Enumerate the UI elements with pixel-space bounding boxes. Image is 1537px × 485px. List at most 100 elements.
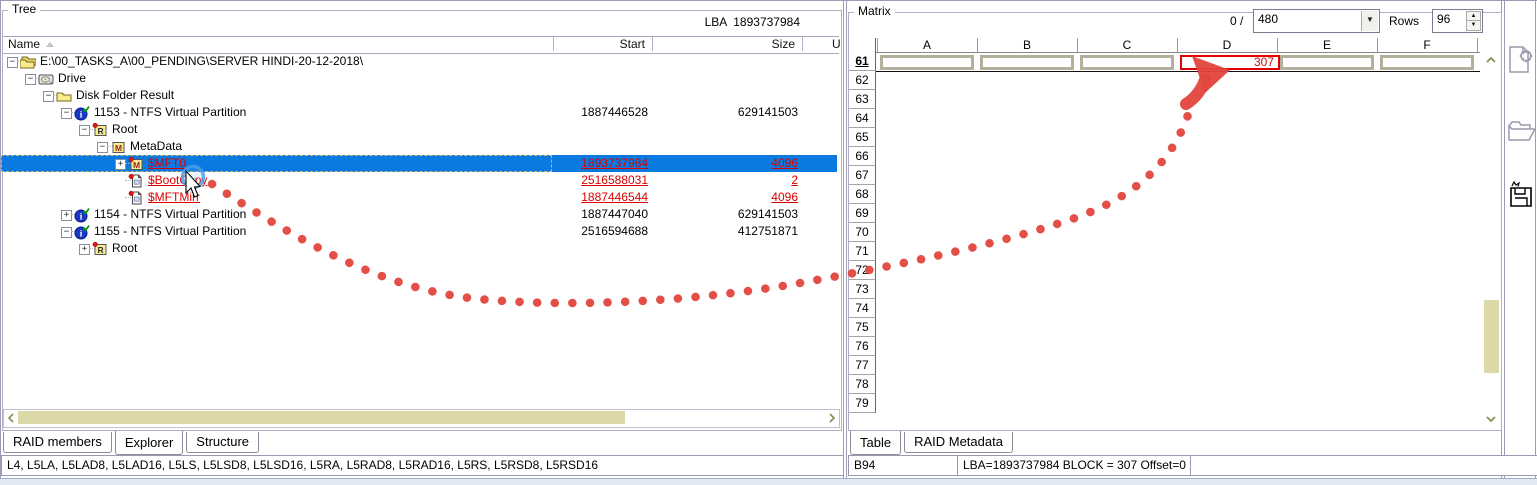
column-start-label[interactable]: Start <box>619 37 645 51</box>
root-folder-icon: R <box>92 241 108 257</box>
tree-item-label[interactable]: Root <box>112 122 138 136</box>
tree-group-label: Tree <box>8 2 41 16</box>
matrix-column-header[interactable]: A <box>922 38 931 52</box>
tree-item-label[interactable]: 1155 - NTFS Virtual Partition <box>94 224 247 238</box>
matrix-row-header[interactable]: 61 <box>849 52 876 71</box>
tree-item-label[interactable]: MetaData <box>130 139 183 153</box>
dropdown-arrow-icon[interactable]: ▼ <box>1361 11 1378 31</box>
expand-icon[interactable]: + <box>115 159 126 170</box>
column-separator[interactable] <box>652 37 653 51</box>
tab-raid-members[interactable]: RAID members <box>3 432 112 453</box>
matrix-column-header[interactable]: C <box>1122 38 1132 52</box>
column-separator[interactable] <box>802 37 803 51</box>
column-size-label[interactable]: Size <box>771 37 795 51</box>
matrix-group-label: Matrix <box>854 4 895 18</box>
tree-item-start: 1887446528 <box>581 105 648 119</box>
svg-text:M: M <box>115 143 122 153</box>
matrix-row-header[interactable]: 71 <box>849 242 876 261</box>
matrix-row-header[interactable]: 77 <box>849 356 876 375</box>
matrix-v-scroll-thumb[interactable] <box>1484 300 1499 373</box>
tree-item-label[interactable]: 1153 - NTFS Virtual Partition <box>94 105 247 119</box>
matrix-row-header[interactable]: 75 <box>849 318 876 337</box>
scroll-up-icon[interactable] <box>1485 54 1497 66</box>
matrix-row-header[interactable]: 74 <box>849 299 876 318</box>
tab-raid-metadata[interactable]: RAID Metadata <box>904 432 1013 453</box>
tree-item-start: 2516594688 <box>581 224 648 238</box>
matrix-column-header[interactable]: F <box>1423 38 1431 52</box>
block-dropdown[interactable]: 480 ▼ <box>1253 9 1380 33</box>
svg-text:R: R <box>98 245 104 255</box>
tree-item-label[interactable]: 1154 - NTFS Virtual Partition <box>94 207 247 221</box>
matrix-cell[interactable] <box>880 55 974 70</box>
tab-table[interactable]: Table <box>850 431 902 455</box>
collapse-icon[interactable]: − <box>61 227 72 238</box>
tree-connector <box>125 180 133 181</box>
matrix-cell[interactable] <box>1280 55 1374 70</box>
scroll-down-icon[interactable] <box>1485 413 1497 425</box>
matrix-row-header[interactable]: 66 <box>849 147 876 166</box>
scroll-left-icon[interactable] <box>5 412 17 424</box>
tree-item-size: 629141503 <box>737 207 798 221</box>
tree-item-label[interactable]: Drive <box>58 71 87 85</box>
tab-structure[interactable]: Structure <box>186 432 260 453</box>
matrix-row-header[interactable]: 62 <box>849 71 876 90</box>
matrix-row-header[interactable]: 70 <box>849 223 876 242</box>
scroll-right-icon[interactable] <box>826 412 838 424</box>
tree-item-label[interactable]: Root <box>112 241 138 255</box>
matrix-row-header[interactable]: 78 <box>849 375 876 394</box>
collapse-icon[interactable]: − <box>7 57 18 68</box>
column-u-label[interactable]: U <box>832 37 841 51</box>
matrix-cell[interactable] <box>980 55 1074 70</box>
tree-item-label[interactable]: Disk Folder Result <box>76 88 175 102</box>
matrix-column-header[interactable]: D <box>1222 38 1232 52</box>
tab-explorer[interactable]: Explorer <box>114 431 184 455</box>
matrix-row-header[interactable]: 65 <box>849 128 876 147</box>
tree-item-size: 412751871 <box>737 224 798 238</box>
matrix-row-header[interactable]: 76 <box>849 337 876 356</box>
matrix-header-separator <box>977 38 978 52</box>
toolbar-divider-2 <box>1504 0 1505 478</box>
collapse-icon[interactable]: − <box>43 91 54 102</box>
block-dropdown-value: 480 <box>1258 12 1279 26</box>
matrix-cell-highlighted[interactable]: 307 <box>1180 55 1280 70</box>
rows-spinner-value: 96 <box>1437 12 1451 26</box>
matrix-header-separator <box>1277 38 1278 52</box>
matrix-row-header[interactable]: 64 <box>849 109 876 128</box>
tree-item-start: 1887446544 <box>581 190 648 204</box>
matrix-row-header[interactable]: 69 <box>849 204 876 223</box>
tree-item-label[interactable]: $MFT0 <box>148 156 187 170</box>
root-folder-icon: R <box>92 122 108 138</box>
matrix-row-header[interactable]: 72 <box>849 261 876 280</box>
spinner-down-icon[interactable]: ▼ <box>1466 20 1481 31</box>
matrix-row-header[interactable]: 67 <box>849 166 876 185</box>
rows-spinner[interactable]: 96 ▲ ▼ <box>1432 9 1483 33</box>
matrix-row-header[interactable]: 68 <box>849 185 876 204</box>
open-folder-icon[interactable] <box>1506 116 1536 148</box>
matrix-header-underline <box>876 52 1480 53</box>
collapse-icon[interactable]: − <box>61 108 72 119</box>
column-name-label[interactable]: Name <box>8 37 41 51</box>
expand-icon[interactable]: + <box>79 244 90 255</box>
matrix-corner-cell <box>849 38 876 53</box>
matrix-column-header[interactable]: B <box>1022 38 1031 52</box>
tree-item-label[interactable]: $MFTMirr <box>148 190 200 204</box>
matrix-row-header[interactable]: 79 <box>849 394 876 413</box>
tree-h-scroll-thumb[interactable] <box>18 411 625 424</box>
matrix-column-header[interactable]: E <box>1322 38 1331 52</box>
collapse-icon[interactable]: − <box>97 142 108 153</box>
window-right-border <box>1535 0 1536 478</box>
matrix-cell[interactable] <box>1380 55 1474 70</box>
window-bottom-strip <box>0 478 1537 485</box>
matrix-header-separator <box>1477 38 1478 52</box>
column-separator[interactable] <box>553 37 554 51</box>
tree-item-label[interactable]: E:\00_TASKS_A\00_PENDING\SERVER HINDI-20… <box>40 54 364 68</box>
matrix-row-header[interactable]: 63 <box>849 90 876 109</box>
save-floppy-icon[interactable] <box>1506 180 1536 212</box>
new-matrix-doc-icon[interactable] <box>1506 44 1536 76</box>
tree-item-label[interactable]: $BootCopy <box>148 173 208 187</box>
matrix-row-header[interactable]: 73 <box>849 280 876 299</box>
collapse-icon[interactable]: − <box>25 74 36 85</box>
collapse-icon[interactable]: − <box>79 125 90 136</box>
matrix-cell[interactable] <box>1080 55 1174 70</box>
expand-icon[interactable]: + <box>61 210 72 221</box>
